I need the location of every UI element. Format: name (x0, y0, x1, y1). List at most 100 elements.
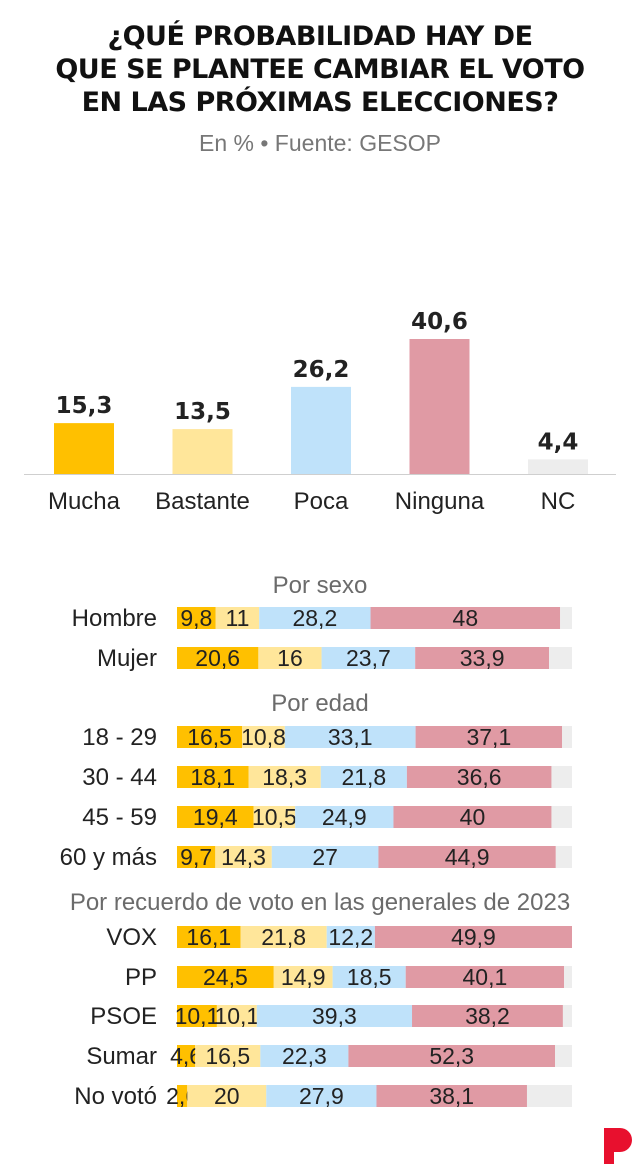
segment-label-psoe-bastante: 10,1 (214, 1003, 259, 1029)
segment-label-18-29-bastante: 10,8 (241, 724, 286, 750)
segment-45-59-nc (551, 806, 572, 828)
category-label-poca: Poca (294, 488, 349, 515)
category-label-mucha: Mucha (48, 488, 121, 515)
segment-30-44-poca (320, 766, 407, 788)
group-title-por-edad: Por edad (271, 690, 368, 717)
segment-sumar-nc (555, 1045, 572, 1067)
segment-60-y-mas-bastante (215, 846, 272, 868)
category-label-bastante: Bastante (155, 488, 250, 515)
segment-label-pp-mucha: 24,5 (203, 964, 248, 990)
segment-hombre-ninguna (370, 607, 561, 629)
bar-poca (291, 386, 351, 474)
segment-pp-poca (332, 966, 406, 988)
segment-psoe-poca (256, 1005, 413, 1027)
segment-label-hombre-mucha: 9,8 (180, 605, 212, 631)
segment-label-pp-ninguna: 40,1 (463, 964, 508, 990)
segment-psoe-ninguna (412, 1005, 563, 1027)
segment-60-y-mas-mucha (177, 846, 216, 868)
segment-hombre-nc (560, 607, 572, 629)
segment-label-18-29-mucha: 16,5 (187, 724, 232, 750)
segment-label-18-29-ninguna: 37,1 (466, 724, 511, 750)
segment-label-mujer-bastante: 16 (277, 645, 303, 671)
segment-label-mujer-ninguna: 33,9 (460, 645, 505, 671)
segment-label-sumar-ninguna: 52,3 (429, 1043, 474, 1069)
segment-pp-bastante (273, 966, 333, 988)
segment-mujer-mucha (177, 647, 259, 669)
segment-label-30-44-bastante: 18,3 (262, 764, 307, 790)
segment-label-mujer-poca: 23,7 (346, 645, 391, 671)
segment-mujer-bastante (258, 647, 322, 669)
row-label-hombre: Hombre (72, 605, 157, 632)
segment-label-45-59-mucha: 19,4 (193, 804, 238, 830)
segment-label-30-44-ninguna: 36,6 (457, 764, 502, 790)
segment-sumar-ninguna (348, 1045, 556, 1067)
segment-label-pp-poca: 18,5 (347, 964, 392, 990)
segment-pp-ninguna (405, 966, 565, 988)
segment-mujer-nc (549, 647, 572, 669)
row-label-sumar: Sumar (86, 1043, 157, 1070)
segment-pp-nc (564, 966, 572, 988)
segment-30-44-ninguna (406, 766, 552, 788)
group-title-por-sexo: Por sexo (273, 572, 368, 599)
bar-nc (528, 459, 588, 474)
segment-label-18-29-poca: 33,1 (328, 724, 373, 750)
segment-label-no-voto-bastante: 20 (214, 1083, 240, 1109)
title-line-1: ¿QUÉ PROBABILIDAD HAY DE (107, 21, 533, 52)
row-label-18-29: 18 - 29 (82, 724, 157, 751)
segment-label-pp-bastante: 14,9 (281, 964, 326, 990)
row-label-60-y-mas: 60 y más (60, 844, 157, 871)
segment-label-60-y-mas-bastante: 14,3 (221, 844, 266, 870)
segment-30-44-bastante (248, 766, 321, 788)
row-label-mujer: Mujer (97, 645, 157, 672)
segment-label-psoe-ninguna: 38,2 (465, 1003, 510, 1029)
segment-label-hombre-bastante: 11 (225, 605, 249, 631)
segment-mujer-poca (321, 647, 416, 669)
segment-45-59-poca (295, 806, 394, 828)
segment-18-29-ninguna (415, 726, 563, 748)
segment-vox-bastante (240, 926, 327, 948)
bar-ninguna (409, 339, 470, 474)
segment-label-no-voto-ninguna: 38,1 (429, 1083, 474, 1109)
segment-psoe-bastante (216, 1005, 257, 1027)
segment-label-mujer-mucha: 20,6 (195, 645, 240, 671)
segment-vox-ninguna (374, 926, 572, 948)
segment-hombre-bastante (215, 607, 260, 629)
row-label-no-voto: No votó (74, 1083, 157, 1110)
segment-18-29-mucha (177, 726, 243, 748)
segment-vox-mucha (177, 926, 241, 948)
bar-value-label-mucha: 15,3 (56, 393, 113, 419)
publisher-logo-icon (604, 1128, 632, 1164)
segment-18-29-poca (284, 726, 416, 748)
segment-label-hombre-poca: 28,2 (292, 605, 337, 631)
bar-value-label-ninguna: 40,6 (411, 309, 468, 335)
segment-psoe-nc (562, 1005, 572, 1027)
segment-psoe-mucha (177, 1005, 217, 1027)
segment-18-29-bastante (242, 726, 285, 748)
title-line-3: EN LAS PRÓXIMAS ELECCIONES? (81, 87, 559, 118)
segment-60-y-mas-nc (555, 846, 572, 868)
segment-label-hombre-ninguna: 48 (453, 605, 479, 631)
segment-mujer-ninguna (415, 647, 550, 669)
bar-value-label-nc: 4,4 (538, 429, 579, 455)
row-label-30-44: 30 - 44 (82, 764, 157, 791)
segment-30-44-nc (551, 766, 572, 788)
segment-label-vox-bastante: 21,8 (261, 924, 306, 950)
segment-no-voto-nc (526, 1085, 572, 1107)
segment-label-60-y-mas-mucha: 9,7 (180, 844, 212, 870)
row-label-pp: PP (125, 964, 157, 991)
segment-label-vox-poca: 12,2 (328, 924, 373, 950)
category-label-ninguna: Ninguna (395, 488, 485, 515)
segment-60-y-mas-poca (271, 846, 379, 868)
segment-hombre-mucha (177, 607, 216, 629)
segment-sumar-bastante (195, 1045, 261, 1067)
segment-45-59-bastante (253, 806, 296, 828)
segment-45-59-ninguna (393, 806, 552, 828)
segment-label-sumar-poca: 22,3 (282, 1043, 327, 1069)
segment-label-60-y-mas-ninguna: 44,9 (445, 844, 490, 870)
bar-mucha (54, 423, 114, 474)
segment-60-y-mas-ninguna (378, 846, 556, 868)
segment-45-59-mucha (177, 806, 254, 828)
group-title-por-recuerdo-de-voto-en-las-generales-de-2023: Por recuerdo de voto en las generales de… (70, 889, 570, 916)
segment-18-29-nc (562, 726, 572, 748)
